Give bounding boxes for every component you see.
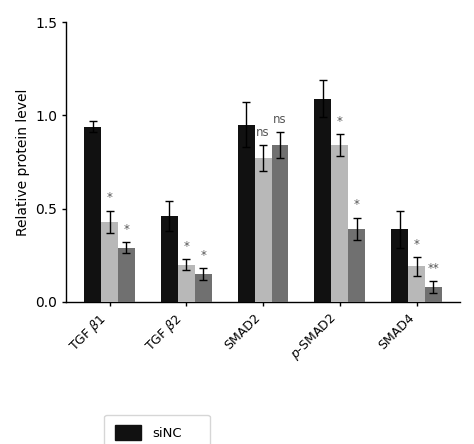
Y-axis label: Relative protein level: Relative protein level <box>16 88 30 236</box>
Bar <box>331 145 348 302</box>
Text: *: * <box>354 198 360 211</box>
Bar <box>101 222 118 302</box>
Bar <box>425 287 442 302</box>
Bar <box>195 274 212 302</box>
Text: *: * <box>337 115 343 127</box>
Bar <box>314 99 331 302</box>
Text: *: * <box>183 239 189 253</box>
Text: *: * <box>414 238 419 250</box>
Text: *: * <box>107 191 112 204</box>
Text: ns: ns <box>273 113 287 126</box>
Bar <box>161 216 178 302</box>
Bar <box>391 229 408 302</box>
Text: *: * <box>201 249 206 262</box>
Bar <box>84 127 101 302</box>
Bar <box>118 248 135 302</box>
Bar <box>348 229 365 302</box>
Text: **: ** <box>428 262 439 275</box>
Bar <box>272 145 288 302</box>
Legend: siNC, siRNA1, siRNA2: siNC, siRNA1, siRNA2 <box>104 415 210 444</box>
Bar <box>178 265 195 302</box>
Bar <box>255 159 272 302</box>
Text: ns: ns <box>256 126 270 139</box>
Bar <box>408 266 425 302</box>
Bar <box>238 125 255 302</box>
Text: *: * <box>124 223 129 236</box>
